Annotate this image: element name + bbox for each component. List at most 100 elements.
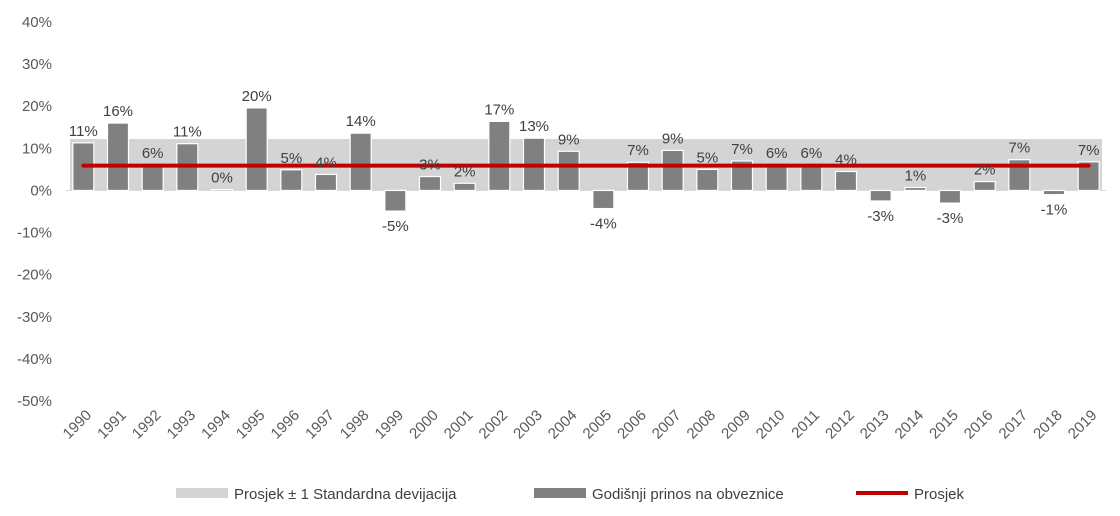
x-tick-label: 2014 [892,407,928,443]
bar-2000 [418,175,442,192]
legend: Prosjek ± 1 Standardna devijacija Godišn… [176,486,965,503]
data-label-2009: 7% [731,141,753,158]
data-label-1993: 11% [173,124,202,141]
bar-layer [72,107,1100,212]
bar-2008 [696,168,719,192]
y-tick-label: -30% [17,309,52,326]
bar-2009 [730,160,754,192]
bar-2018 [1042,189,1066,196]
bar-2007 [661,149,684,192]
data-label-2018: -1% [1041,202,1068,219]
bar-2004 [557,150,580,192]
data-label-2004: 9% [558,131,580,148]
x-tick-label: 2001 [441,407,477,443]
data-label-2003: 13% [519,118,549,135]
x-tick-label: 1998 [337,407,373,443]
x-tick-label: 2013 [857,407,893,443]
x-tick-label: 2016 [961,407,997,443]
data-label-2001: 2% [454,163,476,180]
data-label-2000: 3% [419,157,441,174]
x-tick-label: 2019 [1065,407,1101,443]
data-label-2015: -3% [937,210,964,227]
bar-1995 [245,107,268,192]
legend-swatch-bars [534,488,586,498]
data-label-1996: 5% [280,150,302,167]
data-label-2008: 5% [696,149,718,166]
x-tick-label: 2008 [684,407,720,443]
x-tick-label: 1996 [268,407,304,443]
x-tick-label: 2017 [996,407,1032,443]
x-tick-label: 1995 [233,407,269,443]
legend-label-line: Prosjek [914,486,965,503]
legend-label-band: Prosjek ± 1 Standardna devijacija [234,486,457,503]
x-tick-label: 1997 [302,407,338,443]
bar-2012 [834,170,858,192]
data-label-1991: 16% [103,103,133,120]
y-tick-label: 10% [22,140,52,157]
x-tick-label: 1992 [129,407,165,443]
bar-2005 [592,189,615,210]
bar-2019 [1077,161,1100,192]
x-tick-label: 2002 [476,407,512,443]
data-label-1995: 20% [242,88,272,105]
data-label-2017: 7% [1008,140,1030,157]
bar-1999 [384,189,407,212]
bar-2014 [904,186,927,192]
bar-2016 [973,181,996,192]
y-tick-label: 20% [22,98,52,115]
y-tick-label: 30% [22,56,52,73]
bar-1992 [141,164,164,192]
data-label-1997: 4% [315,154,337,171]
data-label-2012: 4% [835,151,857,168]
data-label-1999: -5% [382,218,409,235]
data-label-2011: 6% [800,145,822,162]
x-tick-label: 1990 [60,407,96,443]
x-tick-label: 2011 [788,407,823,442]
bar-2010 [765,164,788,192]
x-tick-label: 2018 [1030,407,1066,443]
x-tick-label: 2004 [545,407,581,443]
data-label-2019: 7% [1078,142,1100,159]
data-label-2002: 17% [484,101,514,118]
data-label-1992: 6% [142,145,164,162]
data-label-2014: 1% [904,167,926,184]
bar-2002 [488,120,511,192]
bar-2006 [626,161,650,192]
x-tick-label: 2015 [926,407,962,443]
bar-2001 [453,182,476,192]
data-label-2013: -3% [867,208,894,225]
data-label-1998: 14% [346,113,376,130]
y-tick-label: -40% [17,351,52,368]
x-tick-label: 2003 [510,407,546,443]
x-tick-label: 1991 [94,407,130,443]
x-axis-ticks: 1990 1991 1992 1993 1994 1995 1996 1997 1998 1999… [60,407,1101,443]
x-tick-label: 1999 [372,407,408,443]
data-label-1994: 0% [211,170,233,187]
bar-1991 [106,122,130,192]
x-tick-label: 2000 [406,407,442,443]
data-label-2016: 2% [974,162,996,179]
bar-1998 [349,132,372,192]
y-tick-label: -10% [17,225,52,242]
bar-2011 [800,164,823,192]
bar-1996 [280,169,303,192]
data-label-1990: 11% [69,123,98,140]
x-tick-label: 2010 [753,407,789,443]
y-tick-label: -50% [17,393,52,410]
legend-swatch-band [176,488,228,498]
x-tick-label: 2012 [822,407,858,443]
x-tick-label: 2006 [614,407,650,443]
bar-1994 [210,189,234,192]
x-tick-label: 2007 [649,407,685,443]
y-tick-label: -20% [17,267,52,284]
y-tick-label: 0% [30,182,52,199]
data-label-2005: -4% [590,216,617,233]
y-tick-label: 40% [22,14,52,31]
bar-1997 [314,173,338,192]
x-tick-label: 2009 [718,407,754,443]
bar-2013 [869,189,892,202]
data-labels: 11% 16% 6% 11% 0% 20% 5% 4% 14% -5% 3% 2% 17% 13% 9% -4… [69,88,1100,235]
x-tick-label: 2005 [580,407,616,443]
x-tick-label: 1993 [164,407,200,443]
